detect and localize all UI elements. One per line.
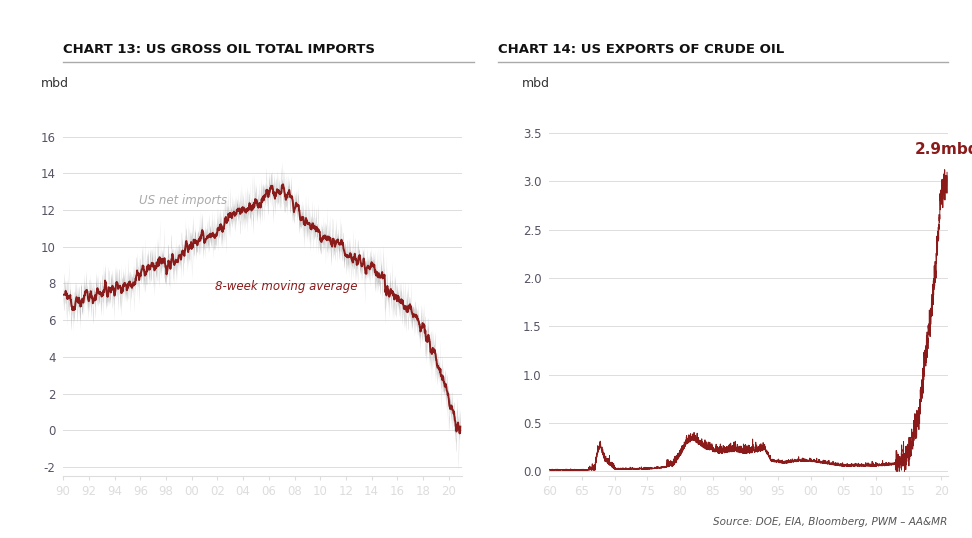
Text: CHART 13: US GROSS OIL TOTAL IMPORTS: CHART 13: US GROSS OIL TOTAL IMPORTS [63, 44, 375, 56]
Text: 2.9mbd: 2.9mbd [915, 142, 972, 157]
Text: 8-week moving average: 8-week moving average [215, 280, 357, 293]
Text: CHART 14: US EXPORTS OF CRUDE OIL: CHART 14: US EXPORTS OF CRUDE OIL [498, 44, 783, 56]
Text: US net imports: US net imports [139, 194, 227, 207]
Text: mbd: mbd [521, 77, 549, 90]
Text: Source: DOE, EIA, Bloomberg, PWM – AA&MR: Source: DOE, EIA, Bloomberg, PWM – AA&MR [713, 517, 948, 527]
Text: mbd: mbd [41, 77, 69, 90]
